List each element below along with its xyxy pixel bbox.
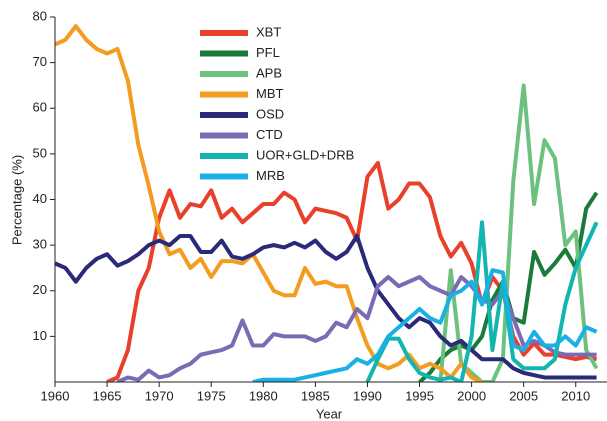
- series-line: [106, 161, 598, 382]
- legend-label: CTD: [256, 127, 283, 142]
- x-tick-label: 2005: [509, 388, 538, 403]
- series-line: [116, 275, 597, 382]
- y-tick-label: 80: [33, 8, 47, 23]
- legend-label: APB: [256, 65, 282, 80]
- x-tick-label: 1970: [145, 388, 174, 403]
- y-tick-label: 20: [33, 282, 47, 297]
- legend-label: PFL: [256, 45, 280, 60]
- x-tick-label: 1965: [93, 388, 122, 403]
- x-tick-label: 1995: [405, 388, 434, 403]
- series-line: [252, 268, 598, 382]
- x-tick-label: 1960: [41, 388, 70, 403]
- legend-label: OSD: [256, 106, 284, 121]
- x-axis-label: Year: [316, 406, 343, 421]
- x-tick-label: 1990: [353, 388, 382, 403]
- y-tick-label: 30: [33, 237, 47, 252]
- legend-label: MRB: [256, 168, 285, 183]
- x-tick-label: 1975: [197, 388, 226, 403]
- plot-area: [55, 24, 599, 382]
- y-axis-label: Percentage (%): [9, 155, 24, 245]
- x-tick-label: 1985: [301, 388, 330, 403]
- y-tick-label: 70: [33, 54, 47, 69]
- series-line: [438, 83, 599, 382]
- x-tick-label: 2010: [561, 388, 590, 403]
- legend-label: MBT: [256, 86, 284, 101]
- y-tick-label: 60: [33, 100, 47, 115]
- y-tick-label: 10: [33, 328, 47, 343]
- series-line: [55, 234, 597, 380]
- y-tick-label: 40: [33, 191, 47, 206]
- x-tick-label: 1980: [249, 388, 278, 403]
- legend-label: UOR+GLD+DRB: [256, 147, 354, 162]
- y-tick-label: 50: [33, 145, 47, 160]
- series-line: [55, 24, 483, 382]
- legend-label: XBT: [256, 24, 281, 39]
- x-tick-label: 2000: [457, 388, 486, 403]
